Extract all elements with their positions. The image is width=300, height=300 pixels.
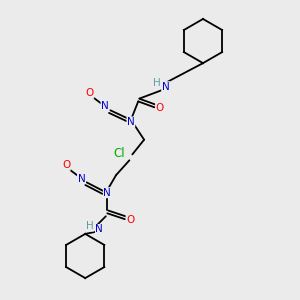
Text: N: N — [103, 188, 111, 198]
Text: O: O — [156, 103, 164, 113]
Text: O: O — [85, 88, 94, 98]
Text: N: N — [162, 82, 170, 92]
Text: N: N — [95, 224, 103, 235]
Text: H: H — [86, 221, 94, 231]
Text: N: N — [77, 174, 85, 184]
Text: O: O — [62, 160, 70, 170]
Text: Cl: Cl — [114, 147, 125, 160]
Text: N: N — [127, 117, 135, 127]
Text: O: O — [126, 215, 134, 225]
Text: H: H — [153, 78, 160, 88]
Text: N: N — [101, 101, 109, 111]
